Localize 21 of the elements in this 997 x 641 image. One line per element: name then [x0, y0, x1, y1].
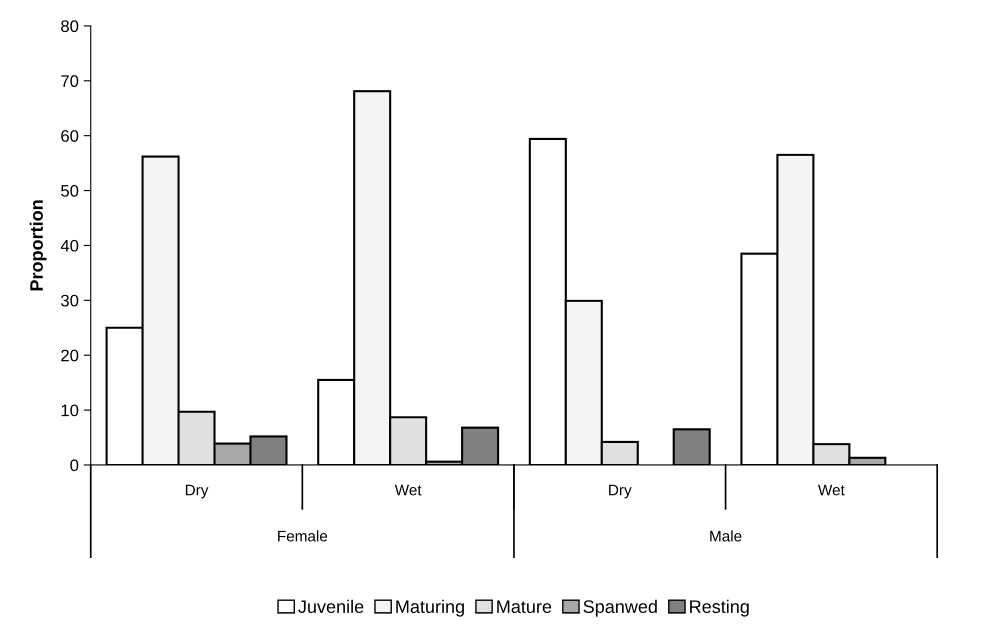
y-tick-label: 50 — [61, 184, 78, 197]
x-tick-label: Wet — [818, 484, 845, 496]
y-tick-label: 30 — [61, 294, 78, 307]
legend-label: Mature — [497, 600, 552, 614]
legend-label: Maturing — [396, 600, 464, 617]
y-tick-label: 70 — [61, 75, 78, 87]
x-tick-label: Dry — [609, 484, 632, 498]
y-tick-label: 20 — [61, 350, 78, 362]
y-tick-label: 0 — [70, 459, 78, 472]
legend-label: Spanwed — [583, 600, 657, 617]
legend-label: Resting — [690, 600, 749, 617]
x-tick-label: Dry — [186, 484, 208, 498]
y-tick-label: 10 — [62, 404, 78, 416]
y-tick-label: 40 — [60, 240, 78, 252]
x-tick-label: Wet — [394, 484, 422, 496]
y-axis-title: Proportion — [30, 200, 46, 290]
text: Female — [278, 530, 328, 542]
text: Male — [710, 530, 742, 542]
legend-label: Juvenile — [298, 600, 364, 614]
y-tick-label: 60 — [61, 130, 78, 142]
y-tick-label: 80 — [61, 20, 78, 32]
